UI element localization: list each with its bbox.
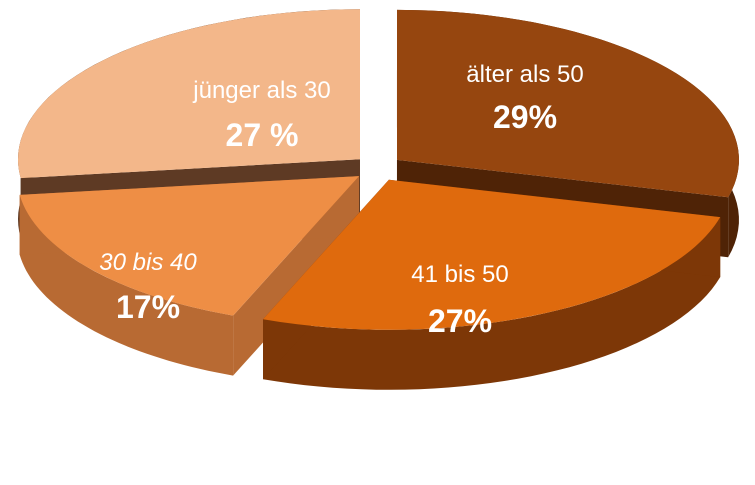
slice-1-label: älter als 50 [466,61,583,88]
slice-1-value: 29% [493,99,557,135]
slice-2-label: 41 bis 50 [411,261,508,288]
slice-3-label: 30 bis 40 [99,249,197,276]
slice-1-top [397,9,739,198]
slice-3-value: 17% [116,289,180,325]
slice-labels: älter als 50 29% 41 bis 50 27% 30 bis 40 17% j… [99,61,583,339]
slice-4-label: jünger als 30 [192,77,330,104]
slice-2-value: 27% [428,303,492,339]
slice-tops [18,9,739,330]
slice-4-value: 27 % [226,117,299,153]
slice-2-rim [263,217,721,390]
slice-4-top [18,9,360,179]
slice-3-rim [19,194,234,376]
slice-2-top [263,179,721,330]
slice-3-top [19,176,359,316]
